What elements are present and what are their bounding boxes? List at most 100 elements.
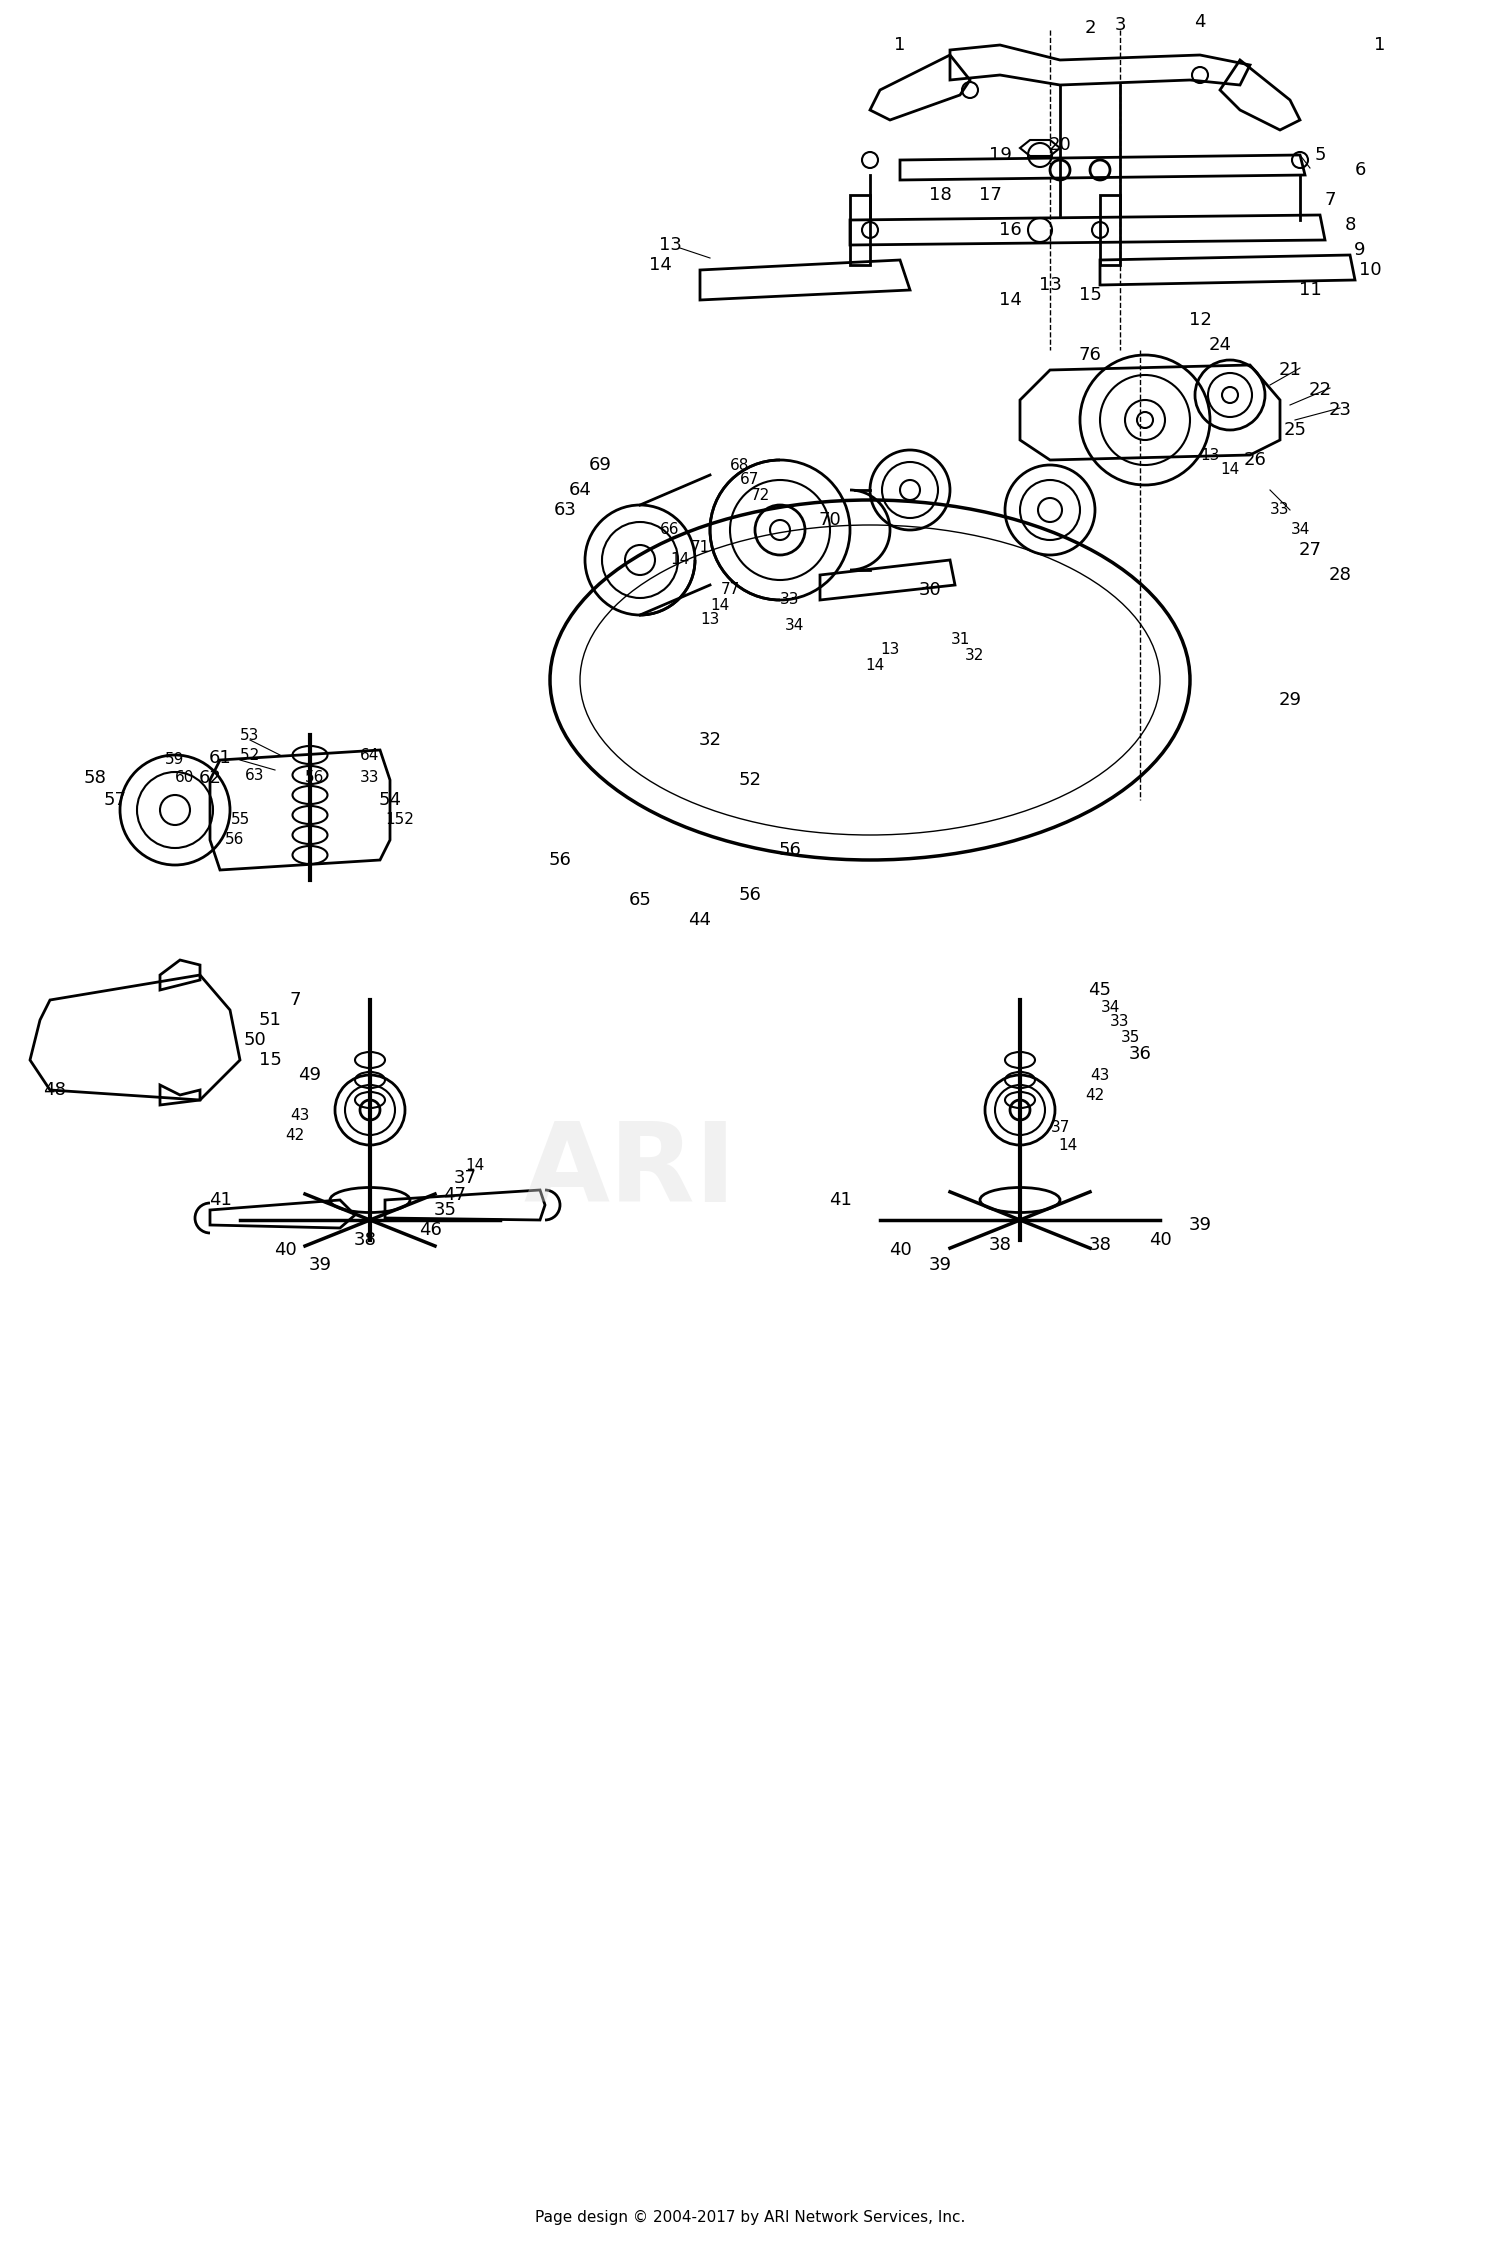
Text: 40: 40 bbox=[273, 1241, 297, 1259]
Text: 5: 5 bbox=[1314, 146, 1326, 164]
Text: 35: 35 bbox=[1120, 1031, 1140, 1045]
Text: 41: 41 bbox=[209, 1191, 231, 1209]
Text: 7: 7 bbox=[1324, 191, 1335, 209]
Text: 39: 39 bbox=[309, 1257, 332, 1275]
Text: 51: 51 bbox=[258, 1011, 282, 1029]
Text: 18: 18 bbox=[928, 187, 951, 205]
Text: 13: 13 bbox=[700, 613, 720, 628]
Text: 13: 13 bbox=[658, 236, 681, 254]
Text: 6: 6 bbox=[1354, 160, 1365, 178]
Text: 38: 38 bbox=[988, 1236, 1011, 1254]
Text: 37: 37 bbox=[1050, 1121, 1070, 1135]
Text: 69: 69 bbox=[588, 455, 612, 473]
Text: 56: 56 bbox=[225, 833, 245, 847]
Text: 8: 8 bbox=[1344, 216, 1356, 234]
Text: 40: 40 bbox=[1149, 1232, 1172, 1250]
Text: 41: 41 bbox=[828, 1191, 852, 1209]
Text: 56: 56 bbox=[549, 851, 572, 869]
Text: 3: 3 bbox=[1114, 16, 1125, 34]
Text: 31: 31 bbox=[951, 633, 969, 649]
Text: 71: 71 bbox=[690, 540, 709, 556]
Text: ARI: ARI bbox=[524, 1117, 736, 1225]
Text: 35: 35 bbox=[433, 1200, 456, 1218]
Text: 57: 57 bbox=[104, 790, 126, 808]
Text: 33: 33 bbox=[1270, 502, 1290, 518]
Text: 1: 1 bbox=[894, 36, 906, 54]
Text: 40: 40 bbox=[888, 1241, 912, 1259]
Text: 26: 26 bbox=[1244, 450, 1266, 468]
Text: 30: 30 bbox=[918, 581, 942, 599]
Text: 39: 39 bbox=[928, 1257, 951, 1275]
Text: 15: 15 bbox=[258, 1052, 282, 1070]
Text: 22: 22 bbox=[1308, 381, 1332, 399]
Text: 13: 13 bbox=[880, 642, 900, 658]
Text: 38: 38 bbox=[1089, 1236, 1112, 1254]
Text: 56: 56 bbox=[306, 770, 324, 786]
Text: 11: 11 bbox=[1299, 282, 1322, 300]
Text: 36: 36 bbox=[1128, 1045, 1152, 1063]
Text: 2: 2 bbox=[1084, 18, 1095, 36]
Text: 13: 13 bbox=[1200, 448, 1219, 462]
Text: 10: 10 bbox=[1359, 261, 1382, 279]
Text: 29: 29 bbox=[1278, 691, 1302, 709]
Text: 14: 14 bbox=[1059, 1137, 1077, 1153]
Text: 61: 61 bbox=[209, 750, 231, 768]
Text: 68: 68 bbox=[730, 457, 750, 473]
Text: 19: 19 bbox=[988, 146, 1011, 164]
Text: 14: 14 bbox=[999, 291, 1022, 309]
Text: 25: 25 bbox=[1284, 421, 1306, 439]
Text: 32: 32 bbox=[699, 732, 721, 750]
Text: 46: 46 bbox=[419, 1221, 441, 1239]
Text: 4: 4 bbox=[1194, 14, 1206, 32]
Text: 64: 64 bbox=[360, 748, 380, 763]
Text: 34: 34 bbox=[1101, 1000, 1119, 1016]
Text: 44: 44 bbox=[688, 912, 711, 930]
Text: 32: 32 bbox=[966, 649, 984, 662]
Text: 64: 64 bbox=[568, 482, 591, 500]
Text: 56: 56 bbox=[778, 840, 801, 858]
Text: Page design © 2004-2017 by ARI Network Services, Inc.: Page design © 2004-2017 by ARI Network S… bbox=[536, 2209, 964, 2225]
Text: 14: 14 bbox=[1221, 462, 1239, 477]
Text: 28: 28 bbox=[1329, 565, 1352, 583]
Text: 43: 43 bbox=[1090, 1067, 1110, 1083]
Text: 63: 63 bbox=[246, 768, 264, 781]
Text: 60: 60 bbox=[176, 770, 195, 786]
Text: 45: 45 bbox=[1089, 982, 1112, 1000]
Text: 66: 66 bbox=[660, 522, 680, 538]
Text: 14: 14 bbox=[670, 552, 690, 568]
Text: 48: 48 bbox=[44, 1081, 66, 1099]
Text: 62: 62 bbox=[198, 768, 222, 786]
Text: 17: 17 bbox=[978, 187, 1002, 205]
Text: 37: 37 bbox=[453, 1169, 477, 1187]
Text: 24: 24 bbox=[1209, 336, 1231, 354]
Text: 54: 54 bbox=[378, 790, 402, 808]
Text: 43: 43 bbox=[291, 1108, 309, 1121]
Text: 77: 77 bbox=[720, 583, 740, 597]
Text: 7: 7 bbox=[290, 991, 300, 1009]
Text: 58: 58 bbox=[84, 768, 106, 786]
Text: 53: 53 bbox=[240, 727, 260, 743]
Text: 38: 38 bbox=[354, 1232, 376, 1250]
Text: 9: 9 bbox=[1354, 241, 1365, 259]
Text: 14: 14 bbox=[648, 257, 672, 275]
Text: 76: 76 bbox=[1078, 347, 1101, 365]
Text: 67: 67 bbox=[741, 473, 759, 486]
Text: 21: 21 bbox=[1278, 360, 1302, 378]
Text: 15: 15 bbox=[1078, 286, 1101, 304]
Text: 14: 14 bbox=[711, 597, 729, 613]
Text: 59: 59 bbox=[165, 752, 184, 768]
Text: 42: 42 bbox=[1086, 1088, 1104, 1103]
Text: 55: 55 bbox=[231, 813, 249, 826]
Text: 14: 14 bbox=[465, 1158, 484, 1173]
Text: 49: 49 bbox=[298, 1065, 321, 1083]
Text: 72: 72 bbox=[750, 486, 770, 502]
Text: 27: 27 bbox=[1299, 540, 1322, 558]
Text: 34: 34 bbox=[786, 617, 804, 633]
Text: 47: 47 bbox=[444, 1187, 466, 1205]
Text: 23: 23 bbox=[1329, 401, 1352, 419]
Text: 14: 14 bbox=[865, 658, 885, 673]
Text: 70: 70 bbox=[819, 511, 842, 529]
Text: 13: 13 bbox=[1038, 277, 1062, 295]
Text: 39: 39 bbox=[1188, 1216, 1212, 1234]
Text: 33: 33 bbox=[780, 592, 800, 608]
